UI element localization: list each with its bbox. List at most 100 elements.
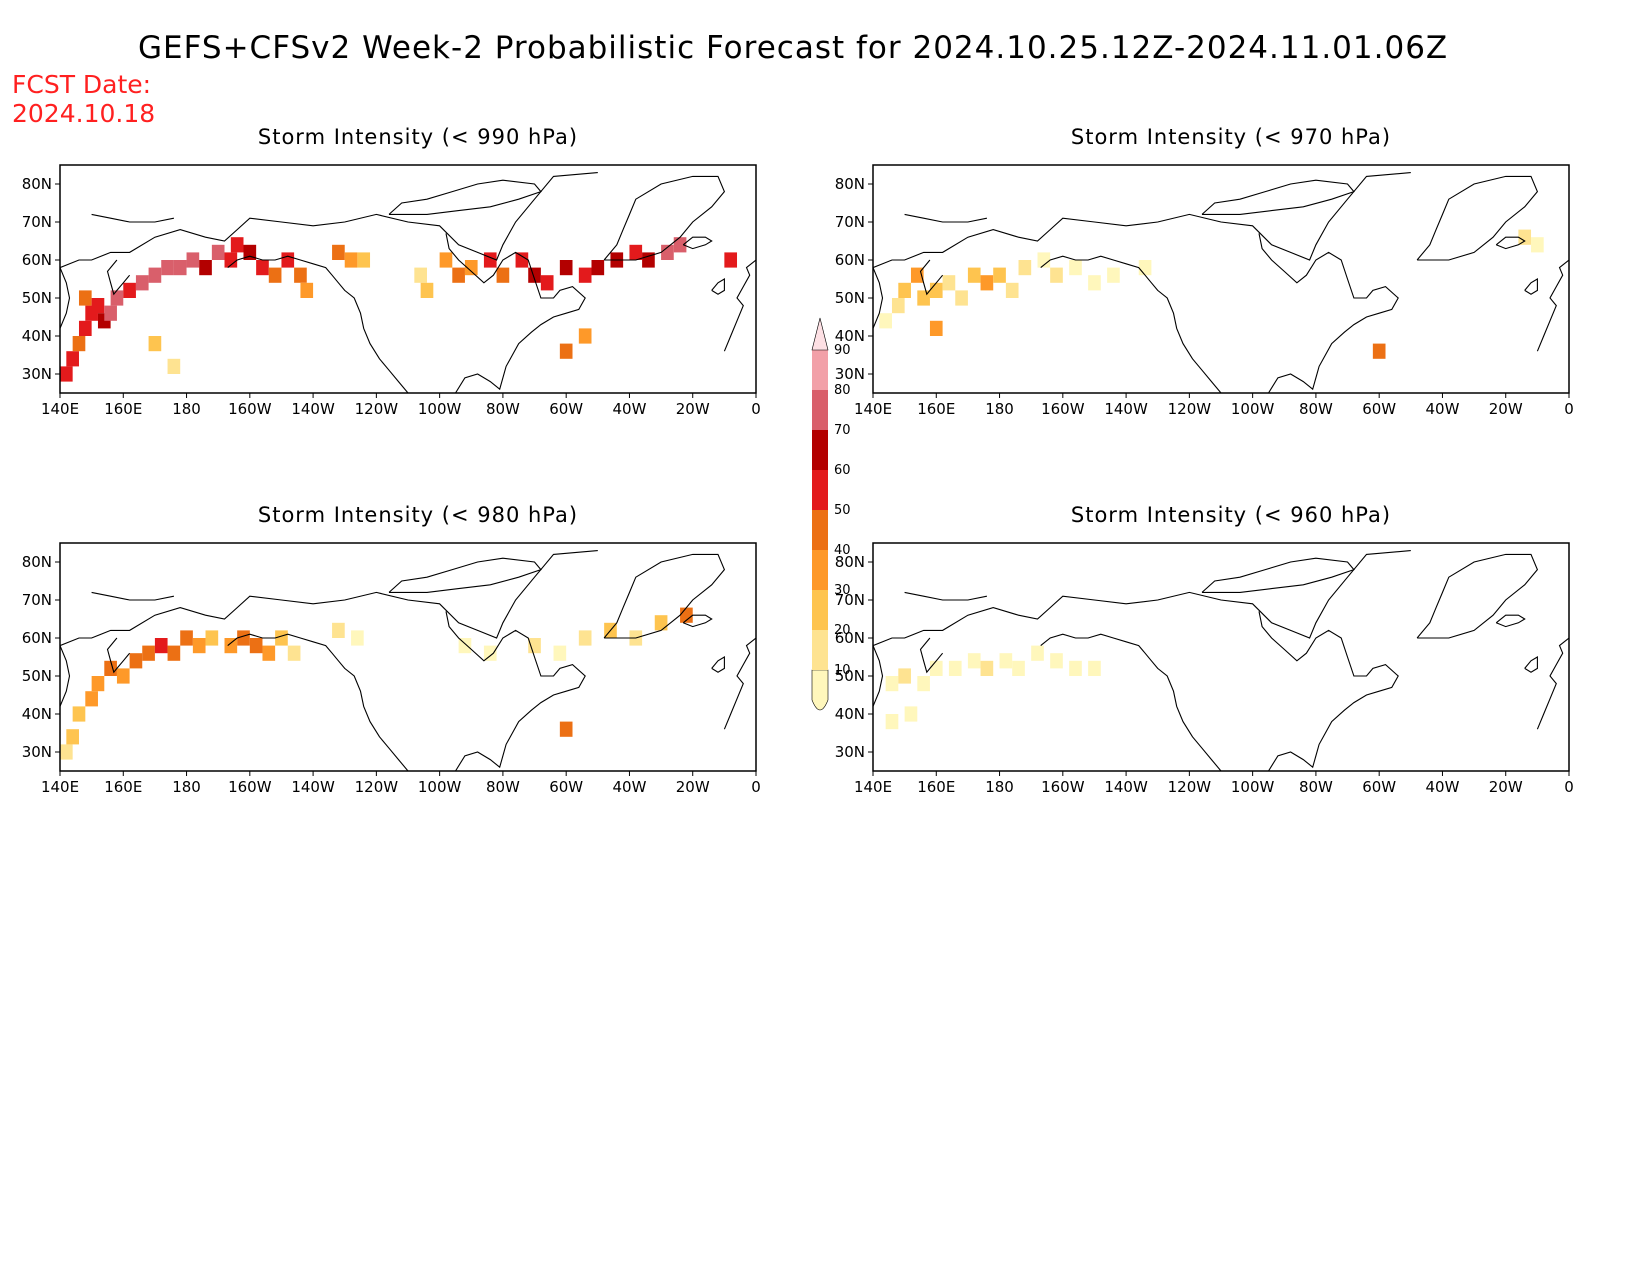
coastline bbox=[1201, 557, 1355, 593]
map-frame bbox=[872, 164, 1570, 394]
coastline bbox=[603, 553, 726, 639]
probability-cell bbox=[439, 252, 453, 268]
probability-cell bbox=[578, 328, 592, 344]
lon-tick-label: 40W bbox=[612, 778, 646, 796]
lon-tick-label: 180 bbox=[985, 400, 1014, 418]
probability-cell bbox=[275, 630, 288, 646]
probability-cell bbox=[559, 343, 573, 359]
map-frame bbox=[872, 542, 1570, 772]
probability-cell bbox=[654, 615, 668, 631]
probability-cell bbox=[78, 290, 92, 306]
probability-cell bbox=[91, 676, 105, 692]
lon-tick-label: 80W bbox=[1299, 400, 1333, 418]
lat-tick-label: 40N bbox=[22, 327, 52, 345]
probability-cell bbox=[591, 260, 605, 276]
lat-tick-label: 50N bbox=[22, 289, 52, 307]
coastline bbox=[1536, 259, 1569, 352]
coastline bbox=[227, 255, 409, 393]
coastline bbox=[1495, 614, 1526, 628]
probability-cell bbox=[673, 237, 687, 253]
probability-cell bbox=[1088, 660, 1101, 676]
coastline bbox=[919, 637, 944, 674]
lat-tick-label: 80N bbox=[835, 175, 865, 193]
probability-cell bbox=[262, 645, 276, 661]
map-970: 140E 160E 180 160W 140W 120W 100W 80W 60W 40W 20W 0… bbox=[835, 164, 1574, 418]
lon-tick-label: 20W bbox=[676, 778, 710, 796]
legend-swatch bbox=[812, 510, 828, 550]
coastline bbox=[91, 213, 175, 223]
map-980: 140E 160E 180 160W 140W 120W 100W 80W 60W 40W 20W 0… bbox=[22, 542, 761, 796]
probability-cell bbox=[161, 260, 174, 276]
map-960: 140E 160E 180 160W 140W 120W 100W 80W 60W 40W 20W 0… bbox=[835, 542, 1574, 796]
legend-label: 10 bbox=[834, 663, 851, 678]
forecast-date-value: 2024.10.18 bbox=[12, 99, 156, 128]
lat-tick-label: 40N bbox=[835, 705, 865, 723]
lon-tick-label: 0 bbox=[1564, 400, 1574, 418]
probability-cell bbox=[929, 320, 943, 336]
probability-cell bbox=[205, 630, 219, 646]
lon-tick-label: 160W bbox=[1041, 400, 1085, 418]
probability-cell bbox=[72, 706, 86, 722]
probability-cell bbox=[929, 660, 943, 676]
probability-cell bbox=[224, 252, 238, 268]
probability-cell bbox=[999, 653, 1013, 669]
probability-cell bbox=[268, 267, 282, 283]
lon-tick-label: 160E bbox=[104, 778, 142, 796]
probability-cell bbox=[237, 630, 250, 646]
panel-title: Storm Intensity (< 960 hPa) bbox=[1070, 503, 1392, 527]
probability-cell bbox=[1138, 260, 1152, 276]
coastline bbox=[1495, 236, 1526, 250]
probability-cell bbox=[142, 645, 155, 661]
legend-label: 60 bbox=[834, 463, 851, 478]
probability-cell bbox=[300, 282, 314, 298]
coastline bbox=[1040, 255, 1222, 393]
lat-tick-label: 60N bbox=[22, 251, 52, 269]
probability-cell bbox=[967, 653, 981, 669]
coastline bbox=[711, 656, 725, 673]
probability-cell bbox=[148, 336, 162, 352]
lon-tick-label: 160E bbox=[917, 778, 955, 796]
probability-cell bbox=[167, 358, 181, 374]
legend-label: 20 bbox=[834, 623, 851, 638]
probability-cell bbox=[332, 622, 345, 638]
probability-cell bbox=[72, 336, 86, 352]
probability-cell bbox=[559, 721, 573, 737]
lon-tick-label: 120W bbox=[355, 400, 399, 418]
probability-cell bbox=[129, 653, 143, 669]
probability-cell bbox=[578, 630, 592, 646]
probability-cell bbox=[211, 244, 225, 260]
lon-tick-label: 160W bbox=[1041, 778, 1085, 796]
probability-cell bbox=[230, 237, 244, 253]
lon-tick-label: 0 bbox=[1564, 778, 1574, 796]
lon-tick-label: 100W bbox=[1231, 400, 1275, 418]
probability-cell bbox=[91, 298, 105, 314]
probability-cell bbox=[1518, 229, 1532, 245]
lon-tick-label: 40W bbox=[1425, 400, 1459, 418]
probability-cell bbox=[955, 290, 968, 306]
lat-tick-label: 80N bbox=[22, 553, 52, 571]
coastline bbox=[1536, 637, 1569, 730]
probability-cell bbox=[60, 744, 73, 760]
legend-label: 40 bbox=[834, 543, 851, 558]
map-frame bbox=[59, 164, 757, 394]
probability-cell bbox=[199, 260, 212, 276]
probability-cell bbox=[1531, 237, 1544, 253]
probability-cell bbox=[553, 645, 567, 661]
coastline bbox=[227, 633, 409, 771]
lon-tick-label: 100W bbox=[418, 778, 462, 796]
lon-tick-label: 40W bbox=[612, 400, 646, 418]
coastline bbox=[682, 236, 713, 250]
coastline bbox=[1040, 633, 1222, 771]
coastline bbox=[904, 591, 988, 601]
legend-swatch bbox=[812, 350, 828, 390]
probability-cell bbox=[904, 706, 918, 722]
lat-tick-label: 60N bbox=[22, 629, 52, 647]
lon-tick-label: 20W bbox=[676, 400, 710, 418]
probability-cell bbox=[287, 645, 301, 661]
coastline bbox=[873, 550, 1411, 707]
probability-cell bbox=[281, 252, 295, 268]
probability-cell bbox=[629, 244, 643, 260]
main-title: GEFS+CFSv2 Week-2 Probabilistic Forecast… bbox=[138, 30, 1449, 66]
forecast-date-label: FCST Date: bbox=[12, 70, 152, 99]
coastline bbox=[60, 550, 598, 707]
